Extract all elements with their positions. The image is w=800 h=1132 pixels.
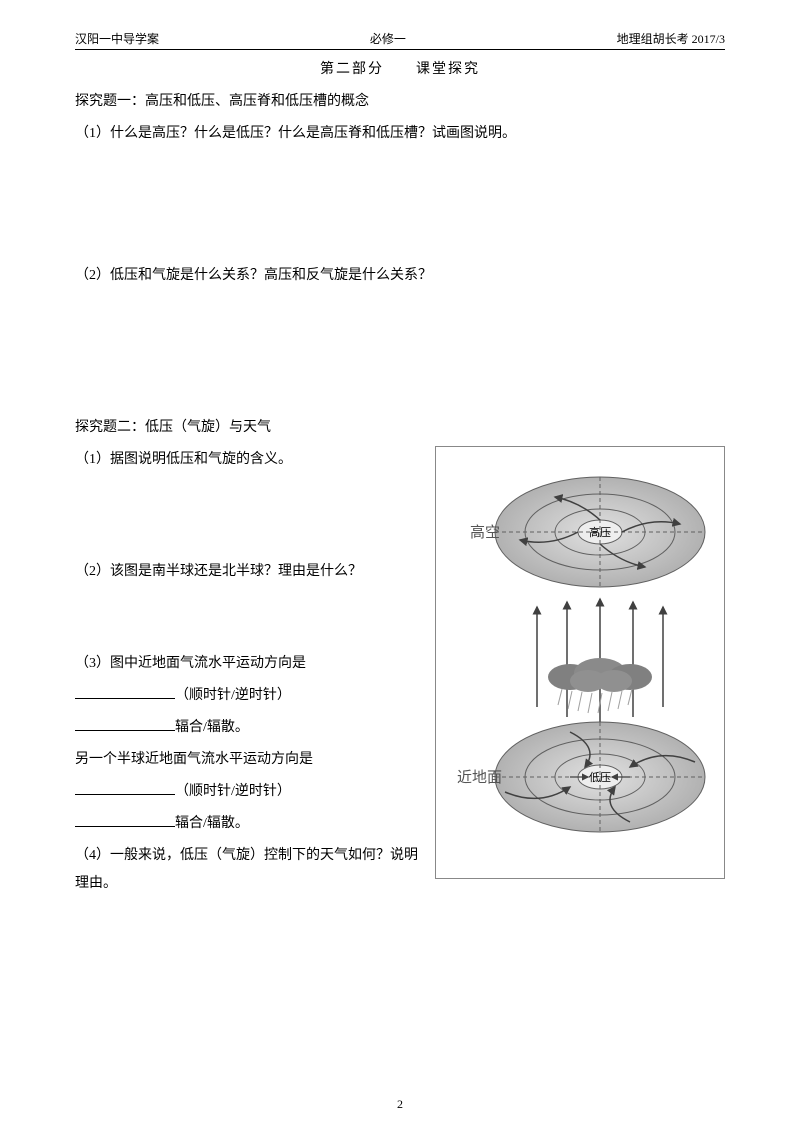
cyclone-svg: 高压 高空 <box>442 457 718 857</box>
topic2-title: 探究题二：低压（气旋）与天气 <box>75 414 725 442</box>
topic2-q3-line1: （顺时针/逆时针） <box>75 682 423 710</box>
section-title: 第二部分 课堂探究 <box>75 58 725 78</box>
upper-label: 高空 <box>470 524 500 541</box>
topic2-q2: （2）该图是南半球还是北半球？理由是什么？ <box>75 558 423 586</box>
header-left: 汉阳一中导学案 <box>75 30 159 47</box>
topic1-q1: （1）什么是高压？什么是低压？什么是高压脊和低压槽？试画图说明。 <box>75 120 725 148</box>
blank-input[interactable] <box>75 813 175 827</box>
topic2-q3a: （3）图中近地面气流水平运动方向是 <box>75 650 423 678</box>
topic1-q2: （2）低压和气旋是什么关系？高压和反气旋是什么关系？ <box>75 262 725 290</box>
page-header: 汉阳一中导学案 必修一 地理组胡长考 2017/3 <box>75 30 725 50</box>
topic2-q3-line2: 辐合/辐散。 <box>75 714 423 742</box>
topic2-q4: （4）一般来说，低压（气旋）控制下的天气如何？说明理由。 <box>75 842 423 898</box>
lower-center-label: 低压 <box>589 771 611 784</box>
cyclone-diagram: 高压 高空 <box>435 446 725 879</box>
page-number: 2 <box>0 1097 800 1112</box>
topic1-title: 探究题一：高压和低压、高压脊和低压槽的概念 <box>75 88 725 116</box>
blank-input[interactable] <box>75 717 175 731</box>
topic2-q3-line4: 辐合/辐散。 <box>75 810 423 838</box>
upper-center-label: 高压 <box>589 525 611 539</box>
blank-input[interactable] <box>75 781 175 795</box>
topic2-q3-line3: （顺时针/逆时针） <box>75 778 423 806</box>
topic2-q1: （1）据图说明低压和气旋的含义。 <box>75 446 423 474</box>
header-right: 地理组胡长考 2017/3 <box>617 30 725 47</box>
blank-input[interactable] <box>75 685 175 699</box>
topic2-q3b: 另一个半球近地面气流水平运动方向是 <box>75 746 423 774</box>
header-center: 必修一 <box>159 30 617 47</box>
lower-label: 近地面 <box>457 769 502 786</box>
